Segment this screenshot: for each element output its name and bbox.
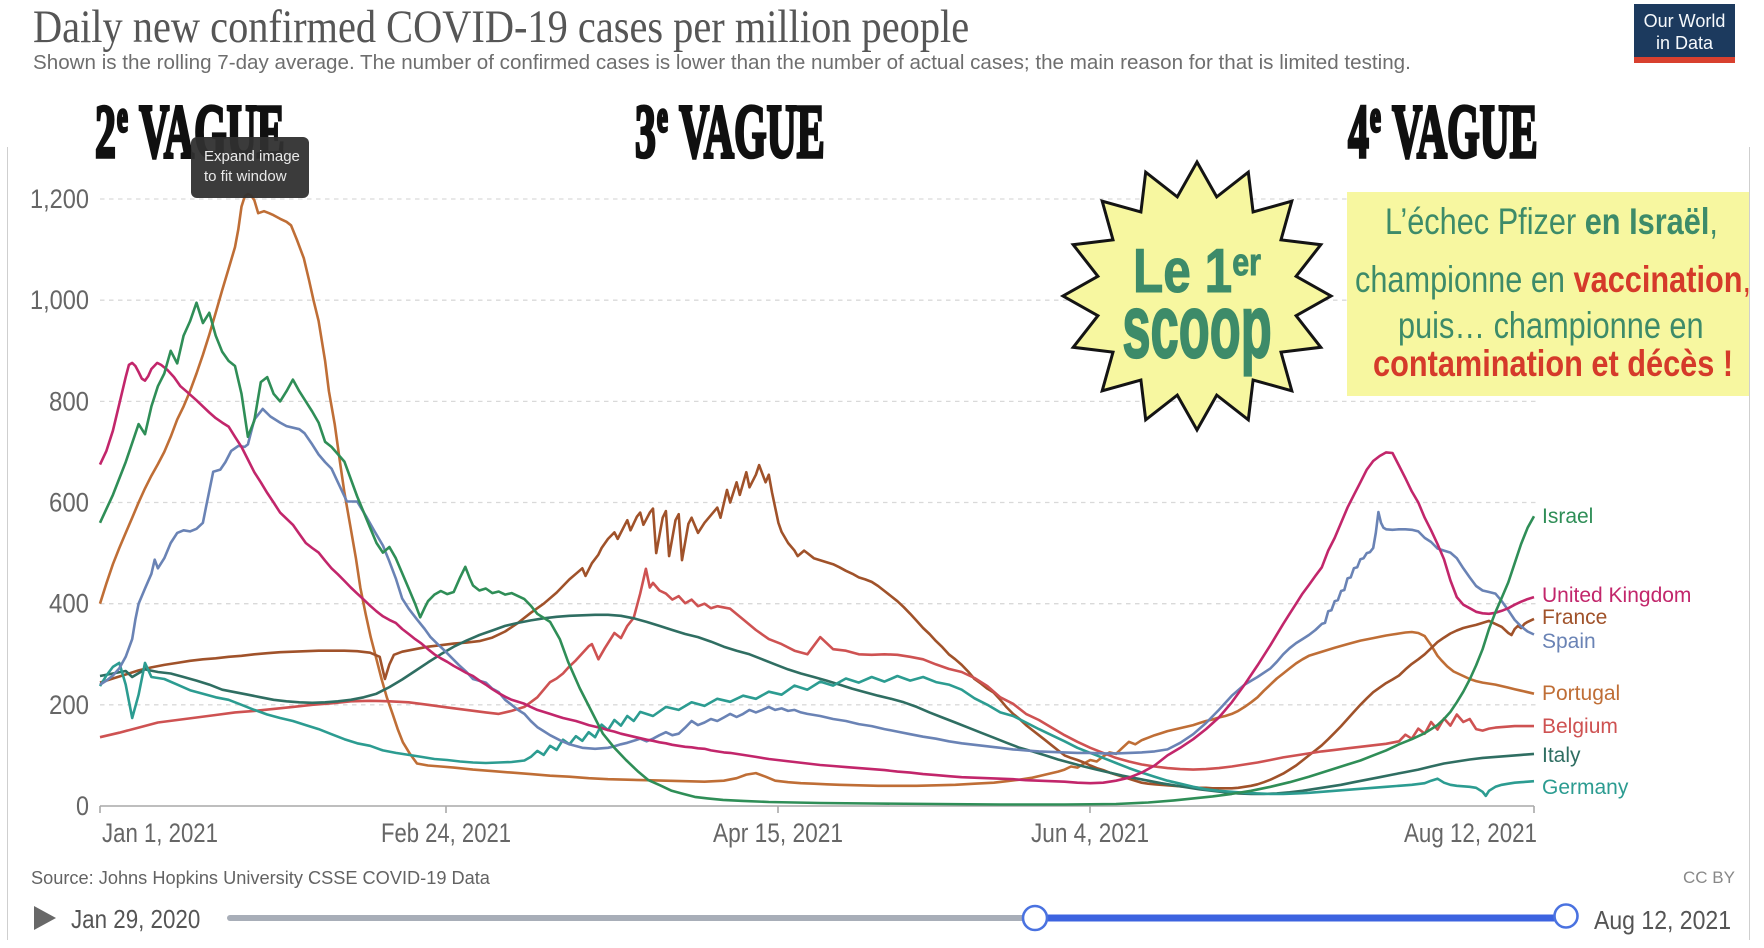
svg-text:Apr 15, 2021: Apr 15, 2021 xyxy=(713,818,843,848)
svg-text:1,200: 1,200 xyxy=(30,184,89,214)
svg-text:600: 600 xyxy=(49,488,89,518)
svg-text:200: 200 xyxy=(49,690,89,720)
svg-text:scoop: scoop xyxy=(1122,277,1271,377)
svg-text:Jan 1, 2021: Jan 1, 2021 xyxy=(102,818,218,848)
svg-text:Aug 12, 2021: Aug 12, 2021 xyxy=(1404,818,1537,848)
svg-text:United Kingdom: United Kingdom xyxy=(1542,584,1691,607)
svg-text:Portugal: Portugal xyxy=(1542,682,1620,705)
svg-text:Italy: Italy xyxy=(1542,744,1581,767)
svg-text:0: 0 xyxy=(76,791,89,821)
svg-text:Le 1er: Le 1er xyxy=(1133,236,1261,306)
svg-text:Spain: Spain xyxy=(1542,630,1596,653)
svg-text:400: 400 xyxy=(49,589,89,619)
svg-text:Jun 4, 2021: Jun 4, 2021 xyxy=(1031,818,1149,848)
svg-text:Belgium: Belgium xyxy=(1542,715,1618,738)
svg-text:800: 800 xyxy=(49,386,89,416)
svg-text:France: France xyxy=(1542,606,1607,629)
svg-text:1,000: 1,000 xyxy=(30,285,89,315)
svg-text:Germany: Germany xyxy=(1542,776,1629,799)
svg-text:Feb 24, 2021: Feb 24, 2021 xyxy=(381,818,511,848)
svg-text:Israel: Israel xyxy=(1542,505,1593,528)
